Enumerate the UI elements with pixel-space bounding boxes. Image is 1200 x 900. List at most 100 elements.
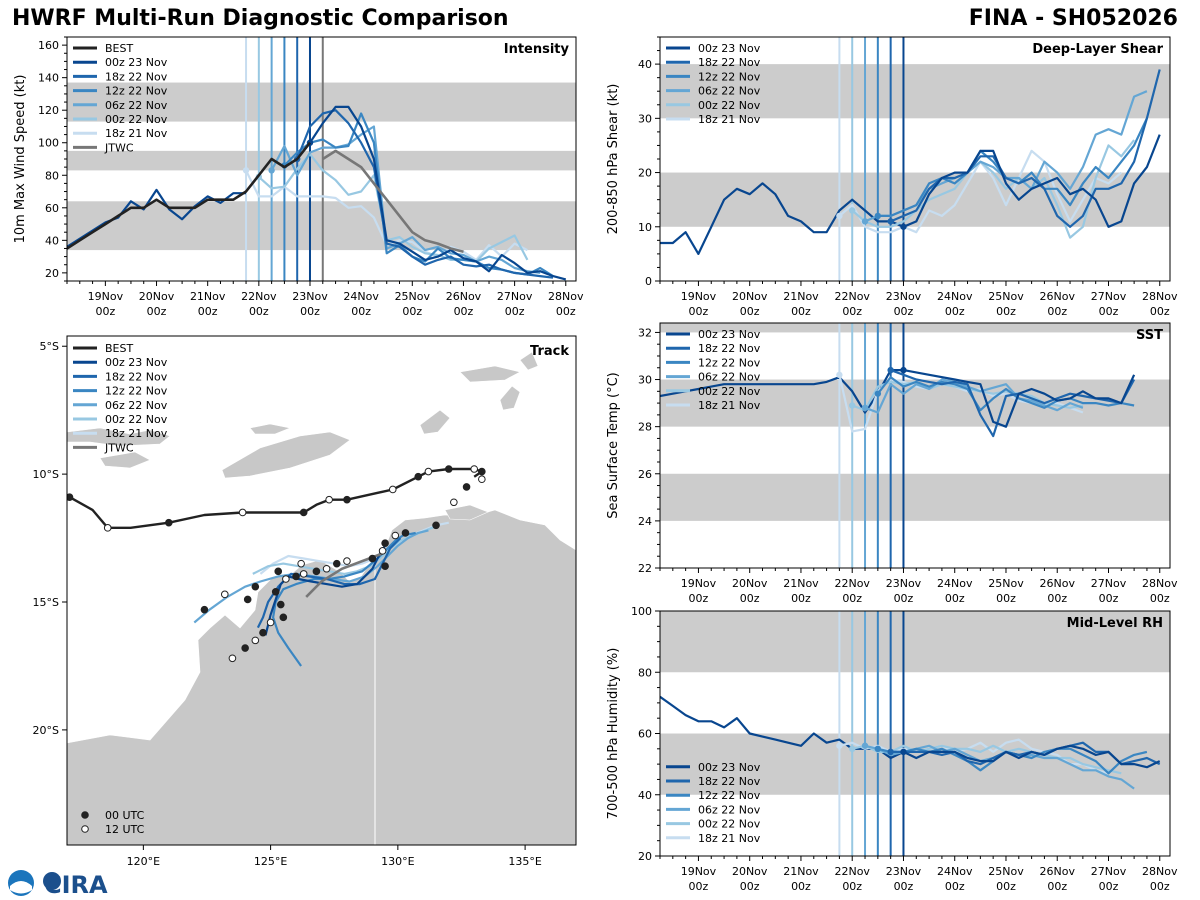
track-marker-00utc — [292, 572, 300, 581]
track-legend-label: 12z 22 Nov — [105, 385, 168, 398]
sst-panel: 22 24 26 28 30 32 19Nov 00z 20Nov 00z 21Nov 00z 22No… — [606, 322, 1178, 605]
track-ytick-label: 5°S — [40, 340, 59, 353]
track-marker-12utc — [322, 564, 331, 573]
intensity-ytick-label: 80 — [45, 169, 59, 182]
intensity-legend-label: 00z 22 Nov — [105, 113, 168, 126]
rh-run-start-marker — [861, 742, 869, 749]
track-marker-00utc — [312, 567, 321, 576]
sst-run-start-marker — [900, 366, 907, 374]
rh-legend-label: 06z 22 Nov — [698, 803, 761, 816]
sst-ytick-label: 32 — [638, 326, 652, 339]
track-ytick-label: 15°S — [33, 596, 59, 609]
track-ytick-label: 10°S — [33, 468, 59, 481]
shear-xtick-hour: 00z — [996, 305, 1016, 318]
rh-threshold-band — [660, 611, 1170, 673]
sst-xtick-day: 23Nov — [886, 577, 922, 590]
cira-logo-text: CIRA — [44, 871, 108, 899]
rh-xtick-day: 22Nov — [834, 865, 870, 878]
sst-ytick-label: 24 — [638, 515, 652, 528]
track-marker-12utc — [391, 531, 400, 540]
shear-legend-label: 18z 21 Nov — [698, 113, 761, 126]
kai-island — [519, 351, 539, 371]
intensity-ytick-label: 20 — [45, 267, 59, 280]
intensity-xtick-hour: 00z — [402, 305, 422, 318]
track-marker-12utc — [297, 559, 305, 568]
shear-legend-label: 12z 22 Nov — [698, 70, 761, 83]
shear-run-start-marker — [887, 218, 894, 225]
track-marker-00utc — [279, 613, 288, 622]
sst-threshold-band — [660, 473, 1170, 521]
track-legend-label: 06z 22 Nov — [105, 399, 168, 412]
intensity-xtick-day: 21Nov — [190, 290, 226, 303]
shear-xtick-day: 21Nov — [783, 290, 819, 303]
track-marker-12utc — [388, 485, 397, 494]
track-marker-00utc — [251, 582, 260, 591]
track-legend-label: 18z 21 Nov — [105, 427, 168, 440]
intensity-xtick-hour: 00z — [556, 305, 576, 318]
rh-ytick-label: 100 — [631, 605, 652, 618]
sst-ytick-label: 26 — [638, 468, 652, 481]
rh-xtick-day: 24Nov — [937, 865, 973, 878]
track-marker-00utc — [274, 567, 283, 576]
shear-run-line — [890, 69, 1161, 228]
storm-id-title: FINA - SH052026 — [968, 6, 1178, 31]
intensity-ytick-label: 160 — [38, 39, 59, 52]
rh-run-start-marker — [900, 748, 907, 756]
intensity-xtick-day: 28Nov — [548, 290, 584, 303]
shear-run-start-marker — [874, 212, 882, 220]
track-marker-00utc — [368, 554, 377, 563]
sst-run-line — [876, 376, 1135, 412]
intensity-legend-label: 00z 23 Nov — [105, 56, 168, 69]
shear-legend-label: 00z 23 Nov — [698, 42, 761, 55]
wetar-island — [249, 423, 292, 435]
shear-xtick-hour: 00z — [1150, 305, 1170, 318]
track-marker-12utc — [450, 498, 458, 507]
track-marker-12utc — [266, 618, 275, 627]
intensity-xtick-day: 24Nov — [343, 290, 379, 303]
intensity-run-start-marker — [242, 167, 250, 174]
intensity-ytick-label: 140 — [38, 72, 59, 85]
rh-ytick-label: 20 — [638, 850, 652, 863]
rh-run-line — [903, 744, 1161, 769]
rh-xtick-day: 25Nov — [988, 865, 1024, 878]
track-marker-00utc — [259, 628, 267, 637]
track-marker-00utc — [276, 600, 285, 609]
rh-ylabel: 700-500 hPa Humidity (%) — [606, 648, 621, 820]
intensity-legend-label: BEST — [105, 42, 133, 55]
intensity-ytick-label: 60 — [45, 202, 59, 215]
track-marker-00utc — [343, 495, 351, 504]
track-run-line — [264, 545, 387, 636]
sst-xtick-day: 21Nov — [783, 577, 819, 590]
rh-legend-label: 12z 22 Nov — [698, 789, 761, 802]
intensity-title: Intensity — [504, 42, 570, 57]
rh-xtick-day: 21Nov — [783, 865, 819, 878]
shear-ytick-label: 20 — [638, 167, 652, 180]
shear-xtick-hour: 00z — [945, 305, 965, 318]
sst-legend-label: 18z 21 Nov — [698, 399, 761, 412]
shear-xtick-day: 26Nov — [1040, 290, 1076, 303]
rh-run-start-marker — [849, 745, 856, 753]
shear-xtick-hour: 00z — [842, 305, 862, 318]
track-legend-label: BEST — [105, 342, 133, 355]
track-marker-12utc — [238, 508, 247, 517]
rh-xtick-day: 26Nov — [1040, 865, 1076, 878]
rh-xtick-day: 27Nov — [1091, 865, 1127, 878]
sst-xtick-hour: 00z — [996, 592, 1016, 605]
intensity-threshold-band — [67, 201, 576, 251]
sst-run-start-marker — [849, 402, 856, 409]
track-marker-00utc — [381, 562, 389, 571]
track-marker-12utc — [378, 547, 387, 555]
track-ticks: 120°E 125°E 130°E 135°E 5°S 10°S 15°S 20°S — [33, 340, 542, 868]
shear-xtick-day: 27Nov — [1091, 290, 1127, 303]
track-legend-label: 00z 23 Nov — [105, 356, 168, 369]
rh-xtick-day: 20Nov — [732, 865, 768, 878]
shear-xtick-day: 20Nov — [732, 290, 768, 303]
sst-ytick-label: 22 — [638, 562, 652, 575]
track-marker-00utc — [432, 521, 440, 530]
track-marker-00utc — [165, 518, 173, 527]
track-panel: Track 120°E 125°E 130°E 135°E 5°S 10°S 15°S 20°… — [33, 335, 577, 868]
cira-globe-icon — [43, 872, 61, 890]
intensity-ytick-label: 120 — [38, 104, 59, 117]
track-legend-label: 18z 22 Nov — [105, 370, 168, 383]
shear-xtick-hour: 00z — [689, 305, 709, 318]
